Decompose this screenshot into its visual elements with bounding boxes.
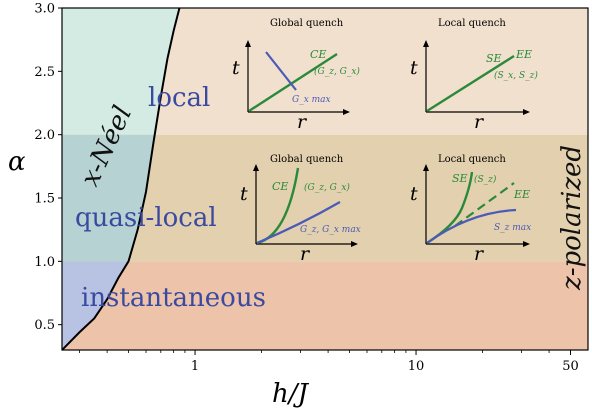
inset-label-sz-max: S_z max [494,223,531,233]
x-tick-label: 1 [191,359,199,374]
inset-y-arrow [253,164,259,171]
inset-label-ee: EE [513,188,530,201]
inset-title: Global quench [270,154,344,165]
inset-label-gzgx-max: G_z, G_x max [300,225,361,235]
inset-y-label: t [232,57,240,79]
inset-local-quench-middle: Local quench t r SE (S_z) EE S_z max [410,154,531,265]
region-label-local: local [148,83,210,113]
inset-x-label: r [300,243,311,265]
y-axis-label: α [8,147,26,177]
inset-y-label: t [410,183,418,205]
inset-label-se: SE [486,52,502,65]
inset-y-arrow [245,40,251,47]
inset-y-arrow [423,40,429,47]
region-label-quasi-local: quasi-local [75,203,217,233]
inset-label-ce: CE [310,48,326,61]
inset-label-sxsz: (S_x, S_z) [494,70,538,81]
band-instantaneous-left [62,261,129,350]
inset-y-arrow [423,164,429,171]
inset-y-label: t [410,57,418,79]
inset-x-arrow [351,241,358,247]
phase-boundary-line [62,8,181,350]
inset-title: Local quench [438,154,506,165]
inset-y-label: t [240,183,248,205]
x-tick-label: 50 [562,359,579,374]
band-instantaneous-right [62,261,588,350]
inset-label-ce: CE [272,180,288,193]
band-local-left [62,8,180,135]
inset-blue-curve [426,208,517,244]
x-axis-label: h/J [272,379,310,409]
x-tick-label: 10 [408,359,425,374]
y-tick-label: 1.0 [34,255,55,270]
inset-label-gzgx: (G_z, G_x) [304,182,350,193]
inset-title: Global quench [270,18,344,29]
y-tick-label: 0.5 [34,318,55,333]
inset-green-dashed-curve [454,182,515,227]
inset-label-gzgx: (G_z, G_x) [314,66,360,77]
inset-label-gx-max: G_x max [292,95,331,105]
inset-green-curve [426,54,515,113]
inset-x-arrow [343,109,350,115]
inset-blue-curve [265,51,297,91]
inset-blue-curve [256,201,341,245]
inset-x-label: r [474,243,485,265]
inset-global-quench-middle: Global quench t r CE (G_z, G_x) G_z, G_x… [240,154,361,265]
inset-x-label: r [474,111,485,133]
y-tick-label: 2.0 [34,128,55,143]
inset-global-quench-top: Global quench t r CE (G_z, G_x) G_x max [232,18,360,133]
region-label-instantaneous: instantaneous [81,283,266,313]
inset-title: Local quench [438,18,506,29]
y-tick-label: 3.0 [34,2,55,17]
inset-label-sz: (S_z) [474,174,497,185]
y-tick-label: 1.5 [34,192,55,207]
band-quasi-local-left [62,134,155,262]
inset-x-arrow [523,241,530,247]
plot-frame [61,7,589,351]
phase-label-z-polarized: z-polarized [557,145,587,291]
inset-x-label: r [297,111,308,133]
inset-label-se: SE [452,172,468,185]
inset-label-ee: EE [515,48,532,61]
inset-local-quench-top: Local quench t r SE EE (S_x, S_z) [410,18,538,133]
y-tick-label: 2.5 [34,65,55,80]
inset-x-arrow [523,109,530,115]
inset-green-curve [248,52,338,113]
